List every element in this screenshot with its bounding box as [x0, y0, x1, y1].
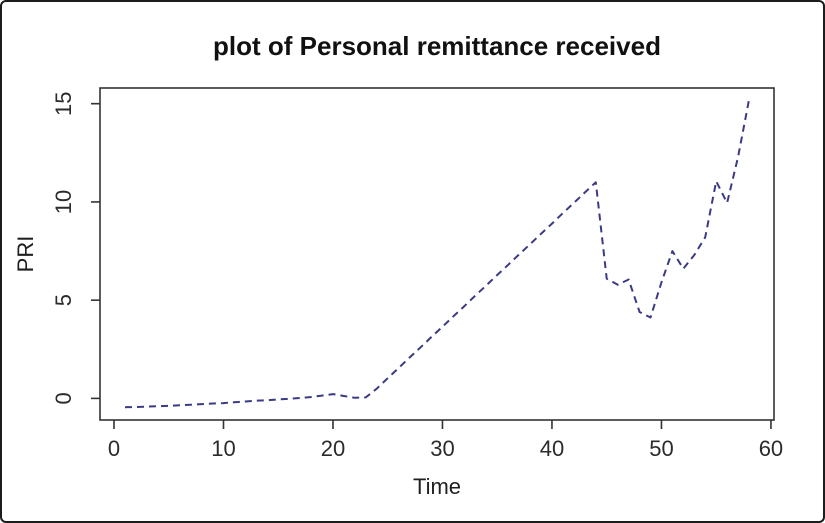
- x-axis-title: Time: [413, 474, 461, 499]
- x-tick-label: 0: [108, 436, 120, 461]
- x-tick-label: 10: [211, 436, 235, 461]
- y-tick-label: 10: [51, 190, 76, 214]
- x-axis-ticks: 0 10 20 30 40 50 60: [108, 420, 783, 461]
- x-tick-label: 30: [430, 436, 454, 461]
- x-tick-label: 20: [321, 436, 345, 461]
- y-axis-ticks: 0 5 10 15: [51, 91, 100, 405]
- series-group: [124, 99, 750, 409]
- chart-title: plot of Personal remittance received: [213, 31, 661, 61]
- y-axis-title: PRI: [13, 236, 38, 273]
- plot-box: [99, 87, 775, 421]
- x-tick-label: 40: [540, 436, 564, 461]
- x-tick-label: 60: [759, 436, 783, 461]
- y-tick-label: 5: [51, 294, 76, 306]
- x-tick-label: 50: [649, 436, 673, 461]
- y-tick-label: 15: [51, 91, 76, 115]
- y-tick-label: 0: [51, 392, 76, 404]
- series-line-pri: [124, 99, 750, 409]
